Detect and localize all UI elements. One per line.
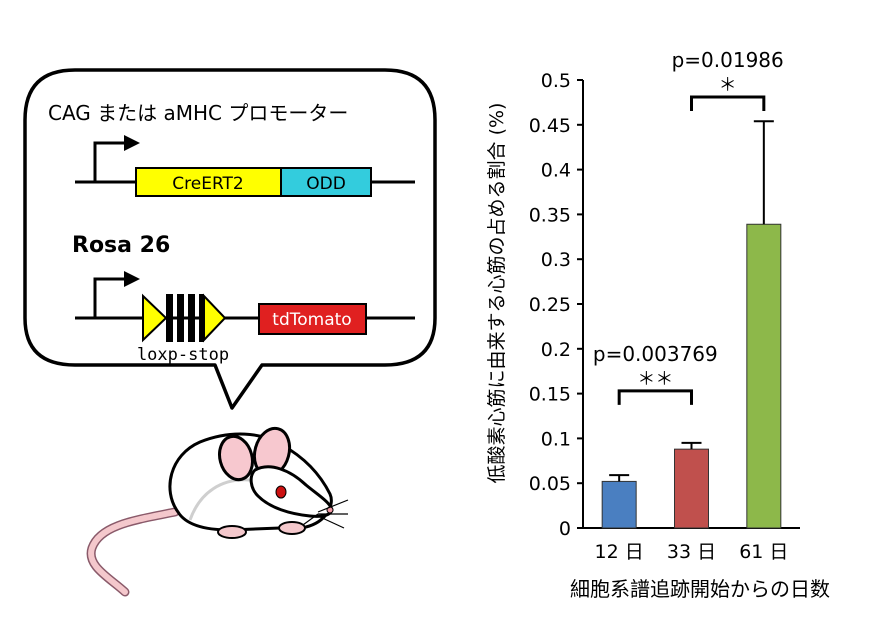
tomato-label: tdTomato [272,310,351,330]
x-tick-label: 12 日 [595,541,644,563]
y-tick-label: 0.45 [529,115,571,137]
y-tick-label: 0.1 [541,428,571,450]
mouse-illustration [86,426,349,597]
p-value-label: p=0.003769 [593,342,718,366]
significance-bracket [690,95,766,112]
tomato-box [258,303,367,335]
stop-bar-3 [188,294,195,342]
stop-bar-1 [166,294,173,342]
mouse-ear-back [218,434,254,482]
mouse-eye-icon [275,485,287,499]
significance-stars: ＊＊ [637,369,673,390]
loxp-triangle-left-icon [142,293,168,343]
mouse-paw-front [278,521,306,535]
odd-label: ODD [306,174,346,194]
x-tick-label: 61 日 [739,541,788,563]
y-tick-label: 0 [559,518,571,540]
y-tick-label: 0.3 [541,249,571,271]
bar [674,448,709,529]
arrowhead-icon-2 [124,271,140,287]
y-tick-label: 0.15 [529,384,571,406]
arrowhead-icon [124,135,140,151]
x-tick-label: 33 日 [667,541,716,563]
y-axis-label: 低酸素心筋に由来する心筋の占める割合 (%) [486,103,508,484]
loxp-label: loxp-stop [137,345,229,365]
construct-diagram: CAG または aMHC プロモーター CreERT2 ODD Rosa 26 … [23,68,437,410]
significance-bracket [617,389,693,405]
loxp-triangle-right-icon [203,293,227,343]
stop-bar-4 [199,294,204,342]
y-tick-label: 0.05 [529,473,571,495]
y-tick-label: 0.4 [541,160,571,182]
p-value-label: p=0.01986 [672,48,784,72]
promoter-arrow-icon-2 [93,277,128,318]
bar [746,223,782,529]
rosa-label: Rosa 26 [72,233,170,258]
promoter-title: CAG または aMHC プロモーター [48,101,348,125]
stop-bar-2 [177,294,184,342]
y-tick-label: 0.25 [529,294,571,316]
cre-label: CreERT2 [172,174,243,194]
bar [601,480,637,529]
y-tick-label: 0.35 [529,204,571,226]
promoter-arrow-icon [93,141,128,182]
y-tick-label: 0.5 [541,70,571,92]
mouse-head [249,465,334,518]
y-tick-label: 0.2 [541,339,571,361]
odd-box [280,167,372,197]
x-axis-label: 細胞系譜追跡開始からの日数 [570,577,830,601]
significance-stars: ＊ [719,75,737,96]
mouse-paw-back [217,525,247,539]
bar-chart: 低酸素心筋に由来する心筋の占める割合 (%) 細胞系譜追跡開始からの日数 0 0.… [486,48,830,601]
cre-box [135,167,282,197]
